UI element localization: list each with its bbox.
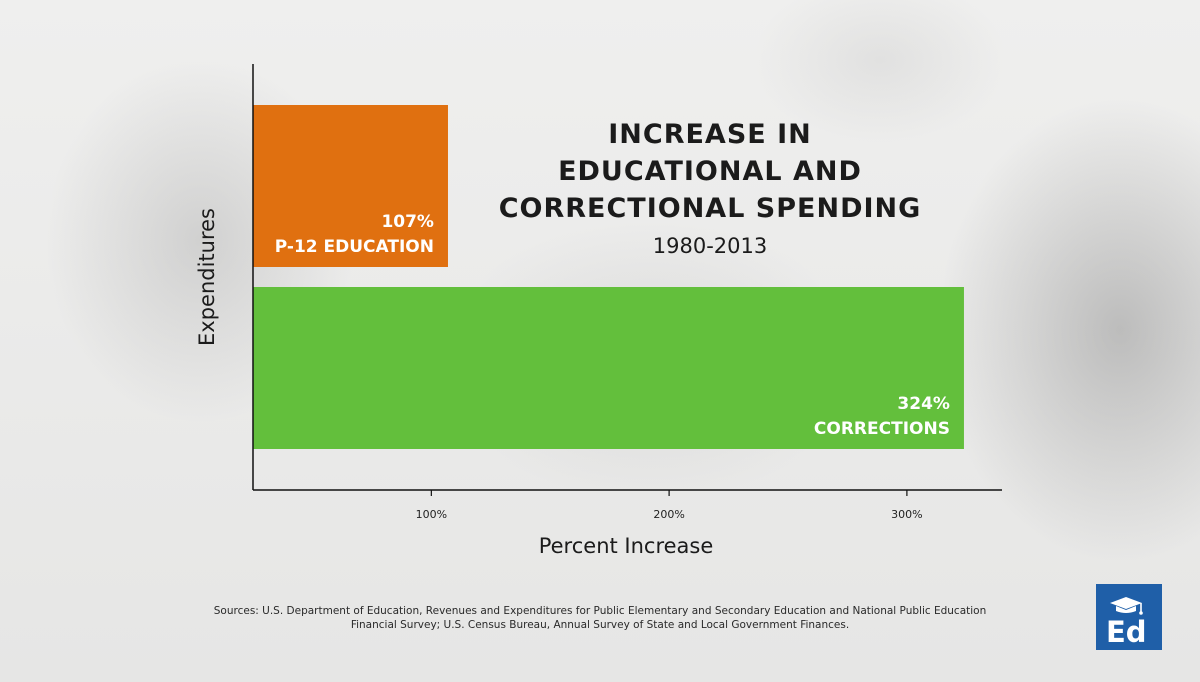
x-axis-label: Percent Increase bbox=[539, 534, 714, 558]
chart-subtitle: 1980-2013 bbox=[652, 234, 768, 258]
chart-title-line-2: EDUCATIONAL AND bbox=[558, 156, 862, 187]
chart-title-line-1: INCREASE IN bbox=[608, 119, 812, 150]
bar-category-label-0: P-12 EDUCATION bbox=[275, 237, 434, 257]
logo-text: Ed bbox=[1106, 615, 1147, 649]
x-tick-label-0: 100% bbox=[416, 508, 447, 521]
chart-title-line-3: CORRECTIONAL SPENDING bbox=[498, 193, 922, 224]
source-line-1: Sources: U.S. Department of Education, R… bbox=[213, 605, 987, 617]
chart-title-block: INCREASE IN EDUCATIONAL AND CORRECTIONAL… bbox=[480, 116, 940, 261]
bar-category-label-1: CORRECTIONS bbox=[814, 419, 950, 439]
bar-0 bbox=[253, 105, 448, 267]
source-note: Sources: U.S. Department of Education, R… bbox=[190, 604, 1010, 632]
bar-1 bbox=[253, 287, 964, 449]
bar-value-label-0: 107% bbox=[381, 212, 434, 232]
bar-value-label-1: 324% bbox=[897, 394, 950, 414]
x-tick-label-1: 200% bbox=[653, 508, 684, 521]
ed-logo: Ed bbox=[1096, 584, 1162, 650]
source-line-2: Financial Survey; U.S. Census Bureau, An… bbox=[350, 619, 850, 631]
x-tick-label-2: 300% bbox=[891, 508, 922, 521]
graduation-cap-icon: Ed bbox=[1106, 597, 1147, 649]
y-axis-label: Expenditures bbox=[195, 208, 219, 346]
